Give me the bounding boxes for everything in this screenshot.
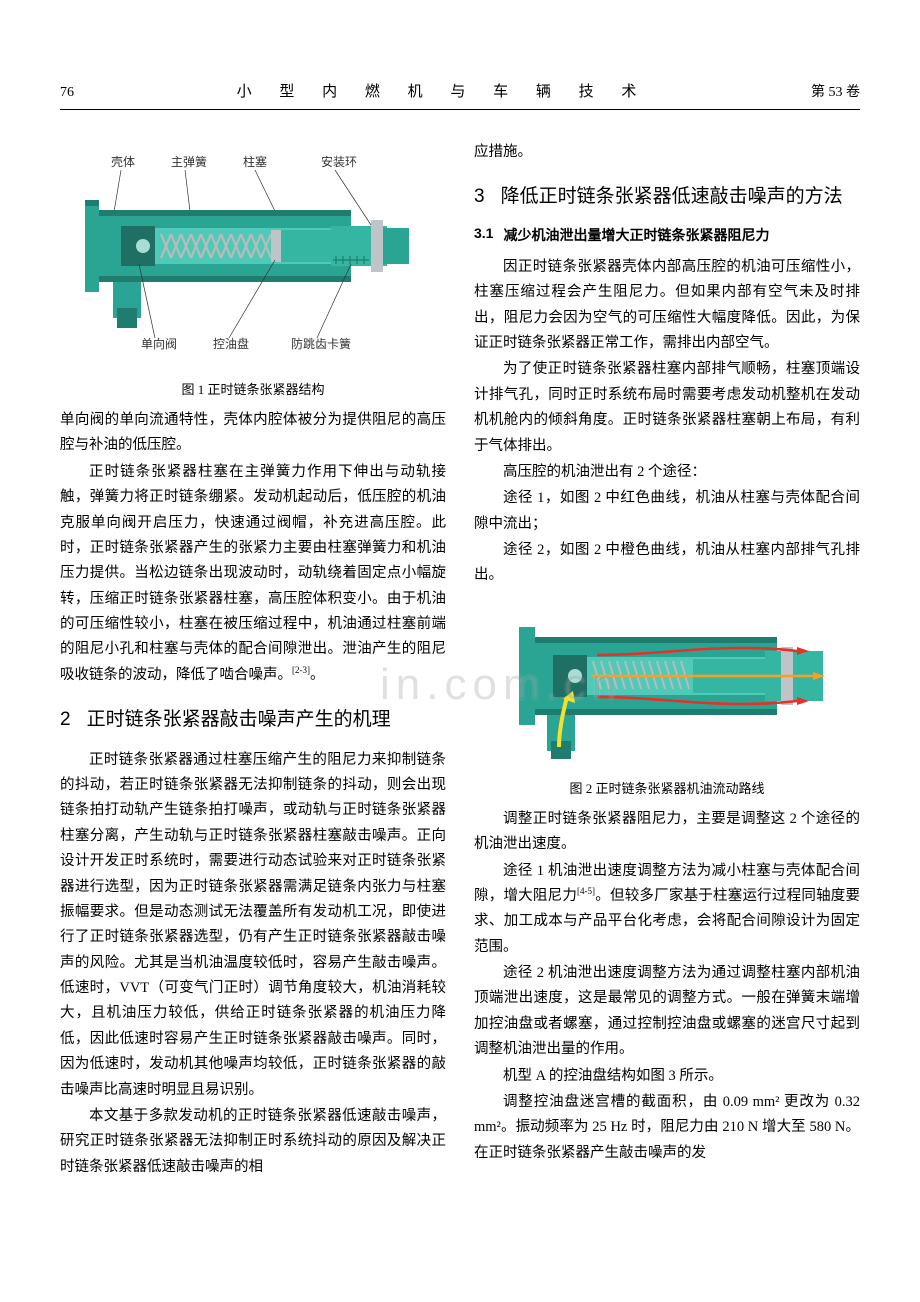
right-para-continuation: 应措施。 [474, 140, 860, 165]
ref-4-5: [4-5] [577, 886, 595, 896]
right-para-2: 因正时链条张紧器壳体内部高压腔的机油可压缩性小，柱塞压缩过程会产生阻尼力。但如果… [474, 255, 860, 357]
right-para-6: 途径 2，如图 2 中橙色曲线，机油从柱塞内部排气孔排出。 [474, 538, 860, 589]
volume: 第 53 卷 [811, 81, 860, 101]
right-para-9: 途径 2 机油泄出速度调整方法为通过调整柱塞内部机油顶端泄出速度，这是最常见的调… [474, 961, 860, 1063]
right-para-4: 高压腔的机油泄出有 2 个途径： [474, 460, 860, 485]
fig1-label-spring: 主弹簧 [171, 154, 207, 169]
h3-title: 减少机油泄出量增大正时链条张紧器阻尼力 [503, 225, 769, 245]
page-header: 76 小 型 内 燃 机 与 车 辆 技 术 第 53 卷 [60, 80, 860, 110]
right-para-3: 为了使正时链条张紧器柱塞内部排气顺畅，柱塞顶端设计排气孔，同时正时系统布局时需要… [474, 357, 860, 459]
h2-num: 2 [60, 706, 71, 734]
h2-num: 3 [474, 183, 485, 211]
heading-2-section2: 2 正时链条张紧器敲击噪声产生的机理 [60, 706, 446, 734]
right-column: 应措施。 3 降低正时链条张紧器低速敲击噪声的方法 3.1 减少机油泄出量增大正… [474, 140, 860, 1181]
h3-num: 3.1 [474, 225, 493, 245]
figure-2-svg [497, 597, 837, 767]
left-para-3: 正时链条张紧器通过柱塞压缩产生的阻尼力来抑制链条的抖动，若正时链条张紧器无法抑制… [60, 748, 446, 1103]
fig1-label-ring: 安装环 [321, 154, 357, 169]
right-para-11: 调整控油盘迷宫槽的截面积，由 0.09 mm² 更改为 0.32 mm²。振动频… [474, 1090, 860, 1166]
left-para-2: 正时链条张紧器柱塞在主弹簧力作用下伸出与动轨接触，弹簧力将正时链条绷紧。发动机起… [60, 460, 446, 688]
figure-2: 图 2 正时链条张紧器机油流动路线 [474, 597, 860, 797]
fig1-label-oildisc: 控油盘 [213, 336, 249, 351]
two-column-content: 壳体 主弹簧 柱塞 安装环 [60, 140, 860, 1181]
fig1-label-plunger: 柱塞 [243, 154, 267, 169]
left-para-4: 本文基于多款发动机的正时链条张紧器低速敲击噪声，研究正时链条张紧器无法抑制正时系… [60, 1104, 446, 1180]
ref-2-3: [2-3] [292, 665, 310, 675]
right-para-8: 途径 1 机油泄出速度调整方法为减小柱塞与壳体配合间隙，增大阻尼力[4-5]。但… [474, 859, 860, 961]
fig1-label-valve: 单向阀 [141, 336, 177, 351]
journal-title: 小 型 内 燃 机 与 车 辆 技 术 [237, 80, 649, 101]
left-column: 壳体 主弹簧 柱塞 安装环 [60, 140, 446, 1181]
heading-2-section3: 3 降低正时链条张紧器低速敲击噪声的方法 [474, 183, 860, 211]
right-para-10: 机型 A 的控油盘结构如图 3 所示。 [474, 1064, 860, 1089]
figure-2-caption: 图 2 正时链条张紧器机油流动路线 [474, 778, 860, 797]
fig1-label-shell: 壳体 [111, 155, 135, 169]
h2-title: 降低正时链条张紧器低速敲击噪声的方法 [501, 183, 843, 211]
figure-1-caption: 图 1 正时链条张紧器结构 [60, 379, 446, 398]
figure-1: 壳体 主弹簧 柱塞 安装环 [60, 148, 446, 398]
figure-1-svg: 壳体 主弹簧 柱塞 安装环 [73, 148, 433, 368]
left-para-continuation: 单向阀的单向流通特性，壳体内腔体被分为提供阻尼的高压腔与补油的低压腔。 [60, 408, 446, 459]
page: 76 小 型 内 燃 机 与 车 辆 技 术 第 53 卷 壳体 主弹簧 柱塞 … [60, 80, 860, 1181]
page-number: 76 [60, 85, 74, 101]
h2-title: 正时链条张紧器敲击噪声产生的机理 [87, 706, 391, 734]
fig1-label-antiskip: 防跳齿卡簧 [291, 336, 351, 351]
right-para-7: 调整正时链条张紧器阻尼力，主要是调整这 2 个途径的机油泄出速度。 [474, 807, 860, 858]
right-para-5: 途径 1，如图 2 中红色曲线，机油从柱塞与壳体配合间隙中流出； [474, 486, 860, 537]
heading-3-section31: 3.1 减少机油泄出量增大正时链条张紧器阻尼力 [474, 225, 860, 245]
